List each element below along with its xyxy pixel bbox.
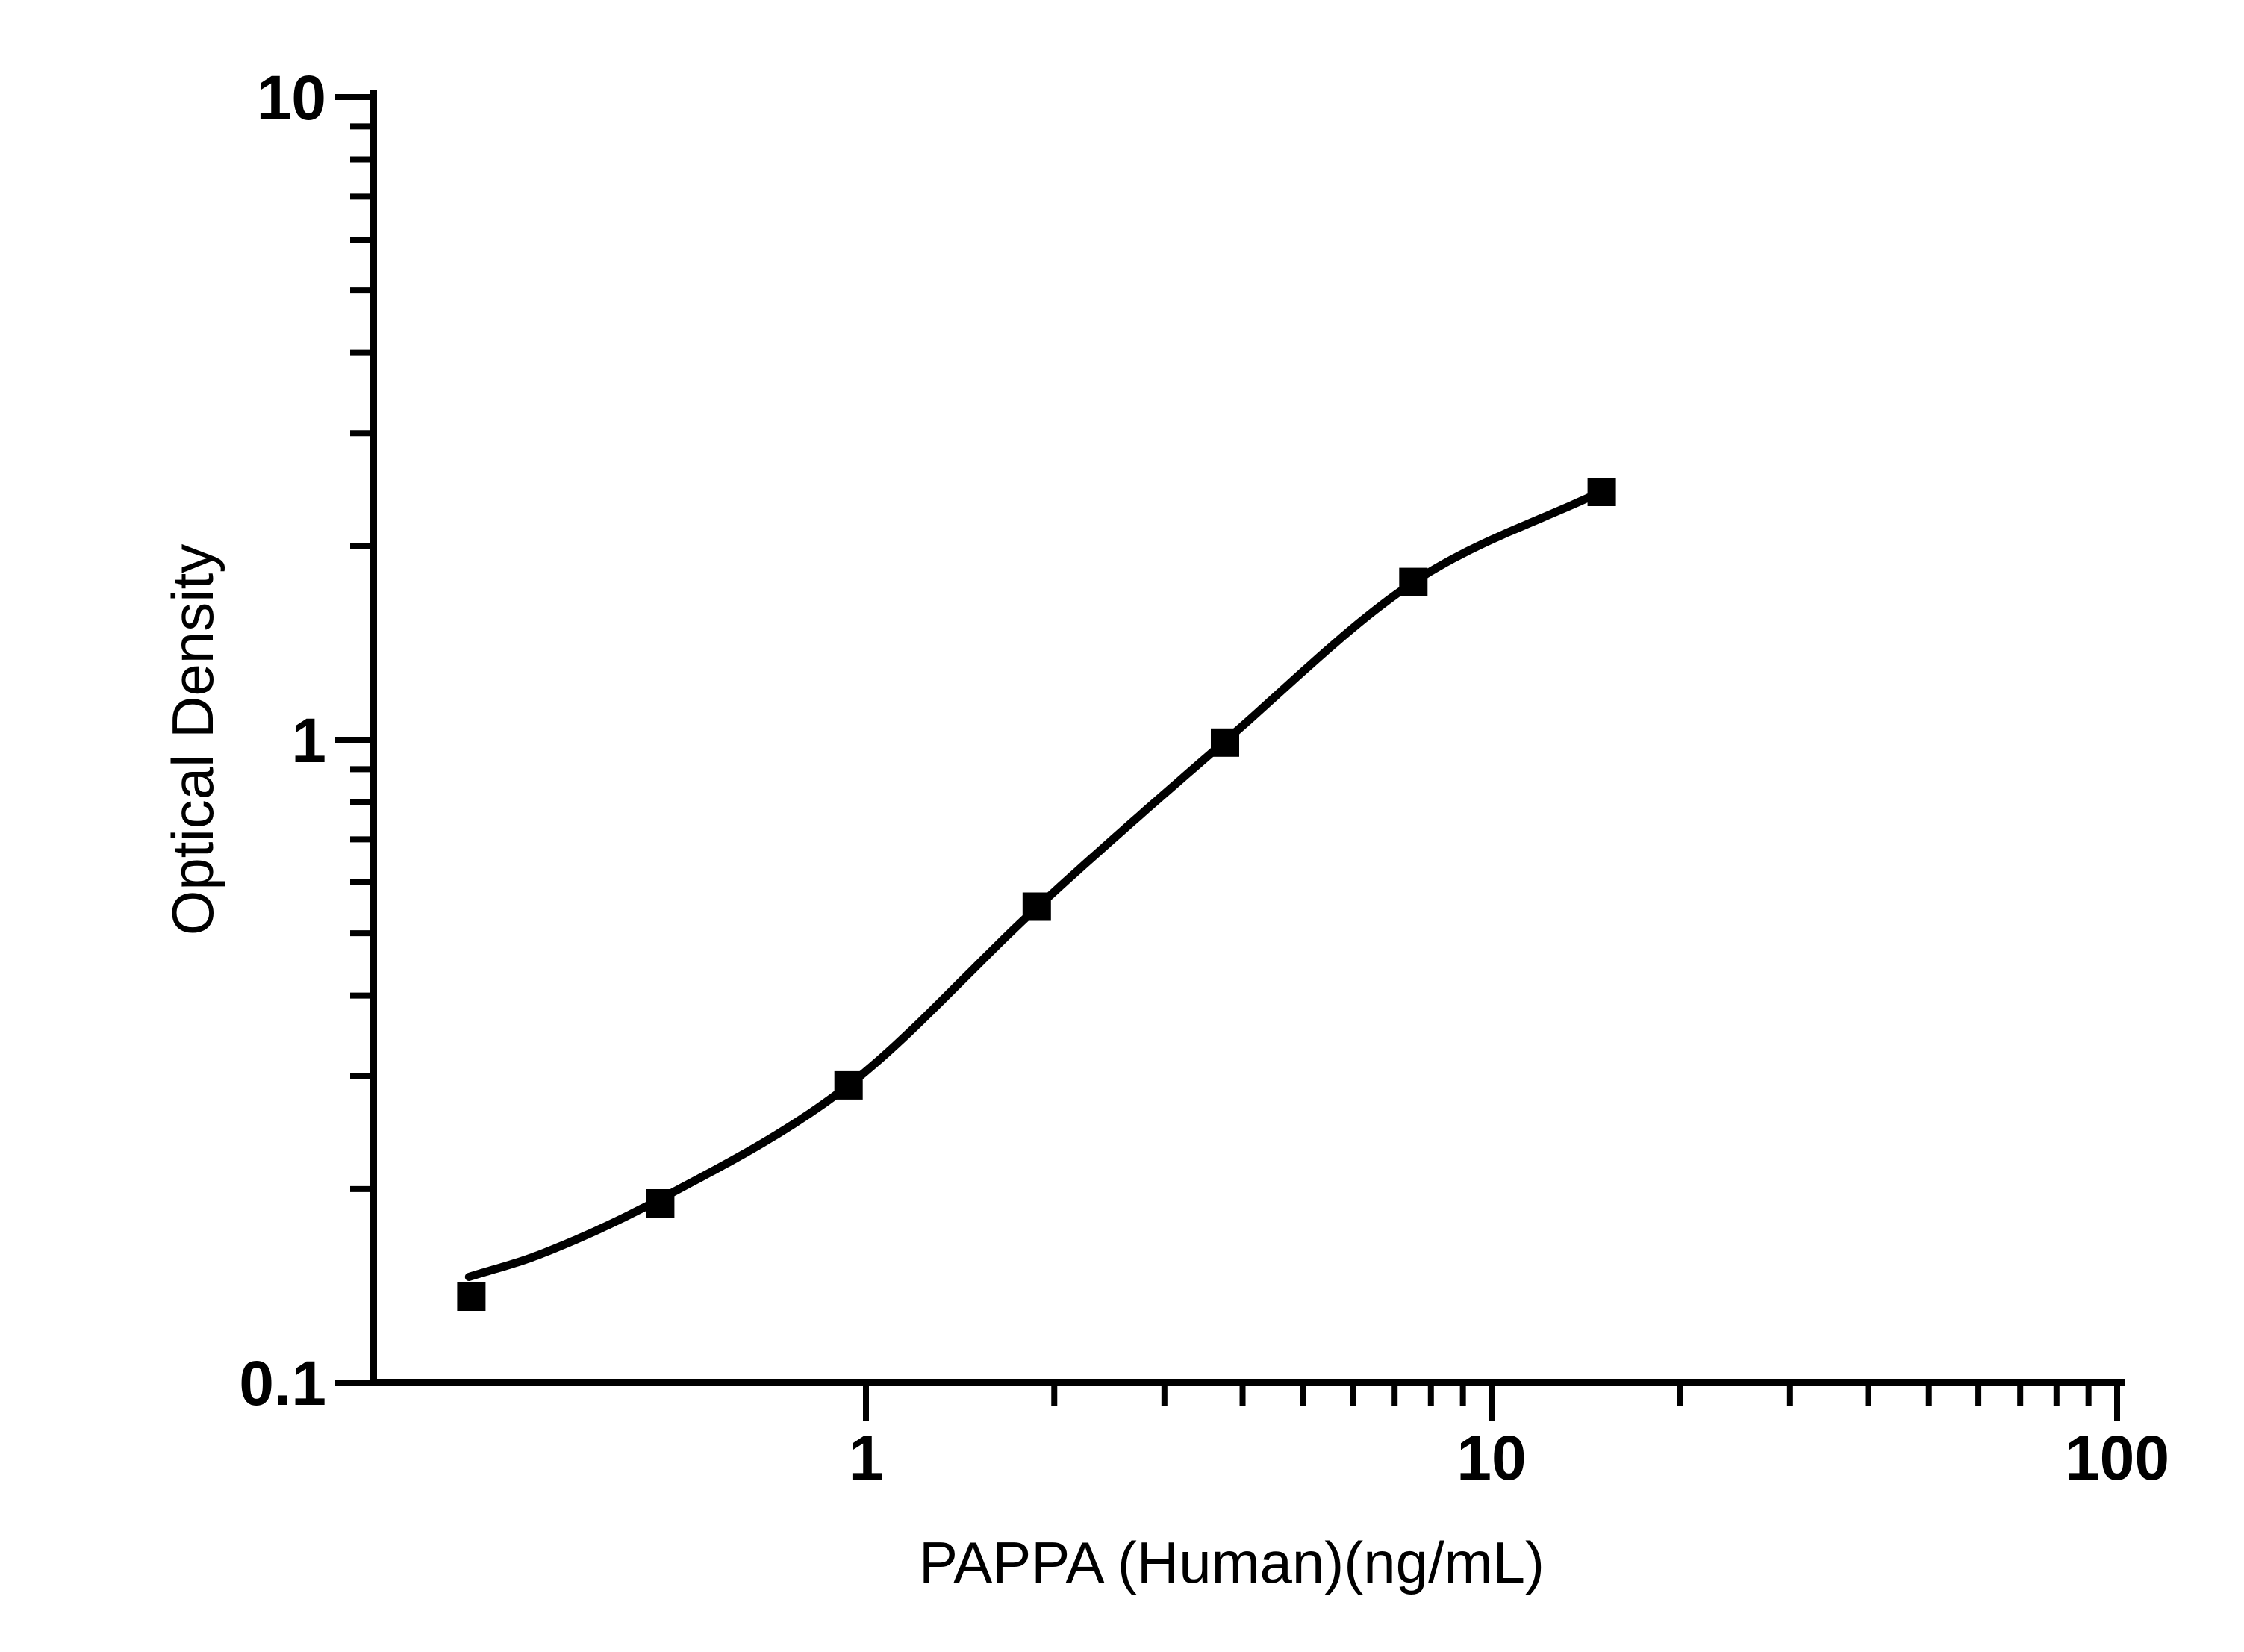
y-tick-label: 1 <box>291 705 326 776</box>
x-axis-tick-labels: 1 10 100 <box>849 1423 2169 1493</box>
y-tick-label: 10 <box>257 63 326 133</box>
data-point-marker <box>1587 478 1616 506</box>
data-point-marker <box>1211 728 1239 757</box>
data-point-marker <box>1399 567 1428 596</box>
data-point-marker <box>834 1070 863 1100</box>
data-point-markers <box>457 478 1616 1311</box>
x-tick-label: 100 <box>2065 1423 2169 1493</box>
data-point-marker <box>646 1189 675 1218</box>
y-tick-label: 0.1 <box>239 1348 326 1418</box>
y-axis-title: Optical Density <box>160 544 225 936</box>
y-axis-tick-labels: 0.1 1 10 <box>239 63 326 1418</box>
y-axis-ticks <box>335 94 370 1386</box>
x-axis-title: PAPPA (Human)(ng/mL) <box>919 1530 1545 1595</box>
x-tick-label: 1 <box>849 1423 884 1493</box>
fit-curve <box>464 487 1606 1281</box>
x-axis-ticks <box>863 1386 2120 1421</box>
x-tick-label: 10 <box>1456 1423 1526 1493</box>
data-point-marker <box>1022 892 1051 921</box>
data-point-marker <box>457 1282 486 1311</box>
